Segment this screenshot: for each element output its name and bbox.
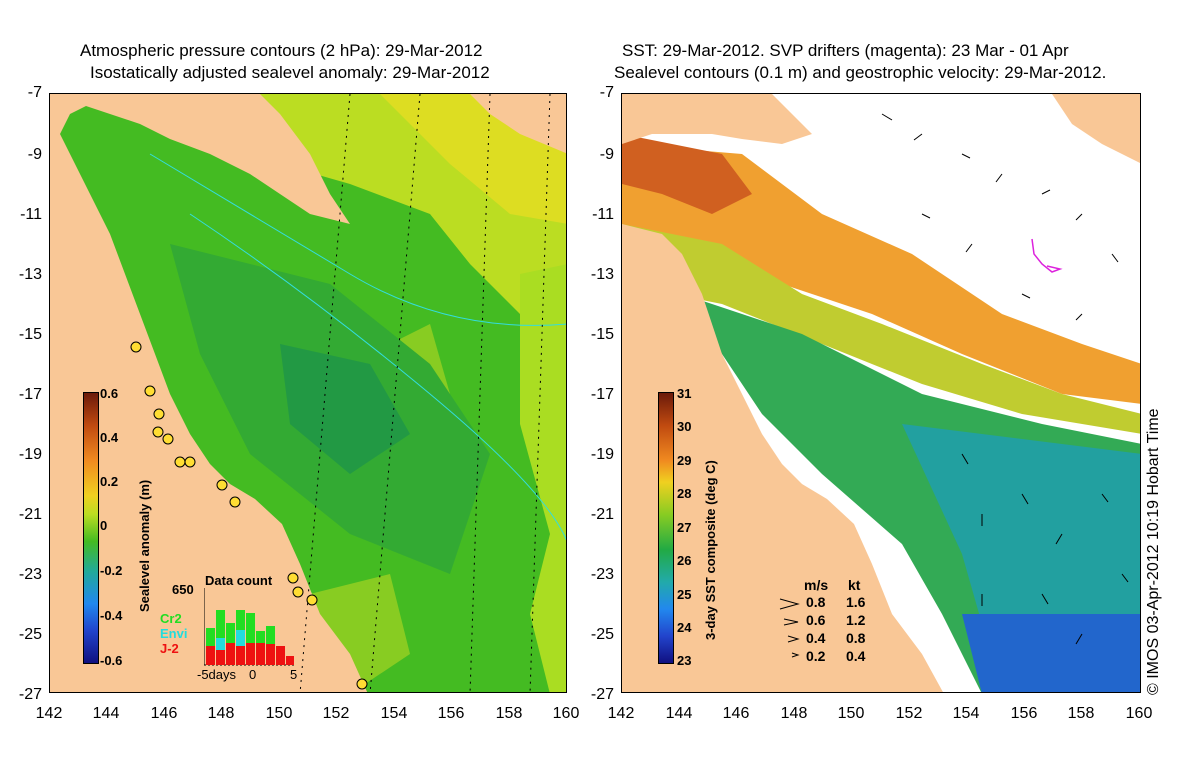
sla-tick-0: 0.6 bbox=[100, 386, 119, 401]
copyright-text: © IMOS 03-Apr-2012 10:19 Hobart Time bbox=[1145, 408, 1162, 695]
inset-ymax: 650 bbox=[172, 582, 194, 597]
sla-tick-2: 0.2 bbox=[100, 474, 119, 489]
right-ytick-9: -25 bbox=[590, 626, 614, 643]
inset-title: Data count bbox=[205, 573, 273, 588]
right-title-line2: Sealevel contours (0.1 m) and geostrophi… bbox=[614, 63, 1107, 82]
sla-colorbar-label: Sealevel anomaly (m) bbox=[137, 479, 152, 612]
right-ytick-10: -27 bbox=[590, 686, 614, 703]
left-ytick-10: -27 bbox=[18, 686, 42, 703]
right-xtick-8: 158 bbox=[1067, 705, 1095, 722]
left-ytick-9: -25 bbox=[18, 626, 42, 643]
inset-xtick-1: 0 bbox=[249, 667, 257, 682]
left-xtick-6: 154 bbox=[380, 705, 408, 722]
right-ytick-7: -21 bbox=[590, 506, 614, 523]
sst-colorbar-label: 3-day SST composite (deg C) bbox=[703, 460, 718, 640]
sst-tick-8: 23 bbox=[677, 653, 692, 668]
inset-series-cr2: Cr2 bbox=[160, 611, 182, 626]
velocity-legend-ms-2: 0.4 bbox=[806, 630, 826, 646]
velocity-legend-ms-1: 0.6 bbox=[806, 612, 826, 628]
velocity-legend-header-ms: m/s bbox=[804, 577, 829, 593]
right-xtick-0: 142 bbox=[607, 705, 635, 722]
left-xtick-4: 150 bbox=[265, 705, 293, 722]
sst-tick-0: 31 bbox=[677, 386, 692, 401]
velocity-legend-header-kt: kt bbox=[848, 577, 861, 593]
left-ytick-2: -11 bbox=[20, 206, 42, 223]
left-xtick-7: 156 bbox=[437, 705, 465, 722]
right-xtick-6: 154 bbox=[952, 705, 980, 722]
left-xtick-8: 158 bbox=[495, 705, 523, 722]
left-xtick-5: 152 bbox=[322, 705, 350, 722]
velocity-legend-kt-1: 1.2 bbox=[846, 612, 866, 628]
right-ytick-8: -23 bbox=[590, 566, 614, 583]
right-ytick-4: -15 bbox=[590, 326, 614, 343]
left-ytick-8: -23 bbox=[18, 566, 42, 583]
sla-colorbar bbox=[83, 392, 99, 664]
inset-xtick-2: 5 bbox=[290, 667, 298, 682]
sst-tick-6: 25 bbox=[677, 587, 692, 602]
sla-tick-5: -0.4 bbox=[100, 608, 123, 623]
sst-tick-4: 27 bbox=[677, 520, 692, 535]
left-ytick-1: -9 bbox=[27, 146, 42, 163]
left-xtick-9: 160 bbox=[552, 705, 580, 722]
sst-tick-5: 26 bbox=[677, 553, 692, 568]
inset-xtick-0: -5days bbox=[197, 667, 237, 682]
sst-tick-3: 28 bbox=[677, 486, 692, 501]
sst-colorbar bbox=[658, 392, 674, 664]
inset-series-envi: Envi bbox=[160, 626, 188, 641]
sst-tick-2: 29 bbox=[677, 453, 692, 468]
sla-tick-6: -0.6 bbox=[100, 653, 123, 668]
left-ytick-4: -15 bbox=[18, 326, 42, 343]
sst-map-graphic bbox=[622, 94, 1140, 692]
sla-tick-3: 0 bbox=[100, 518, 108, 533]
velocity-legend-kt-2: 0.8 bbox=[846, 630, 866, 646]
left-xtick-3: 148 bbox=[207, 705, 235, 722]
left-xtick-1: 144 bbox=[92, 705, 120, 722]
right-xtick-7: 156 bbox=[1010, 705, 1038, 722]
right-ytick-6: -19 bbox=[590, 446, 614, 463]
left-ytick-5: -17 bbox=[18, 386, 42, 403]
left-ytick-7: -21 bbox=[18, 506, 42, 523]
right-ytick-3: -13 bbox=[590, 266, 614, 283]
right-xtick-5: 152 bbox=[895, 705, 923, 722]
sla-map-graphic bbox=[50, 94, 566, 692]
sla-map bbox=[49, 93, 567, 693]
left-xtick-0: 142 bbox=[35, 705, 63, 722]
left-ytick-3: -13 bbox=[18, 266, 42, 283]
velocity-legend-arrows bbox=[779, 598, 800, 658]
inset-series-j2: J-2 bbox=[160, 641, 179, 656]
left-xtick-2: 146 bbox=[150, 705, 178, 722]
velocity-legend-ms-0: 0.8 bbox=[806, 594, 826, 610]
right-ytick-1: -9 bbox=[599, 146, 614, 163]
left-title-line2: Isostatically adjusted sealevel anomaly:… bbox=[90, 63, 490, 82]
right-title-line1: SST: 29-Mar-2012. SVP drifters (magenta)… bbox=[622, 41, 1069, 60]
sla-tick-1: 0.4 bbox=[100, 430, 119, 445]
sst-tick-7: 24 bbox=[677, 620, 692, 635]
right-xtick-2: 146 bbox=[722, 705, 750, 722]
velocity-legend-kt-0: 1.6 bbox=[846, 594, 866, 610]
velocity-legend-kt-3: 0.4 bbox=[846, 648, 866, 664]
left-ytick-0: -7 bbox=[27, 84, 42, 101]
right-ytick-5: -17 bbox=[590, 386, 614, 403]
velocity-legend-ms-3: 0.2 bbox=[806, 648, 826, 664]
sst-map bbox=[621, 93, 1141, 693]
right-xtick-9: 160 bbox=[1125, 705, 1153, 722]
left-title-line1: Atmospheric pressure contours (2 hPa): 2… bbox=[80, 41, 483, 60]
sst-tick-1: 30 bbox=[677, 419, 692, 434]
right-ytick-0: -7 bbox=[599, 84, 614, 101]
right-xtick-1: 144 bbox=[665, 705, 693, 722]
right-xtick-3: 148 bbox=[780, 705, 808, 722]
right-xtick-4: 150 bbox=[837, 705, 865, 722]
left-ytick-6: -19 bbox=[18, 446, 42, 463]
right-ytick-2: -11 bbox=[592, 206, 614, 223]
inset-bar-chart bbox=[204, 588, 294, 666]
sla-tick-4: -0.2 bbox=[100, 563, 123, 578]
